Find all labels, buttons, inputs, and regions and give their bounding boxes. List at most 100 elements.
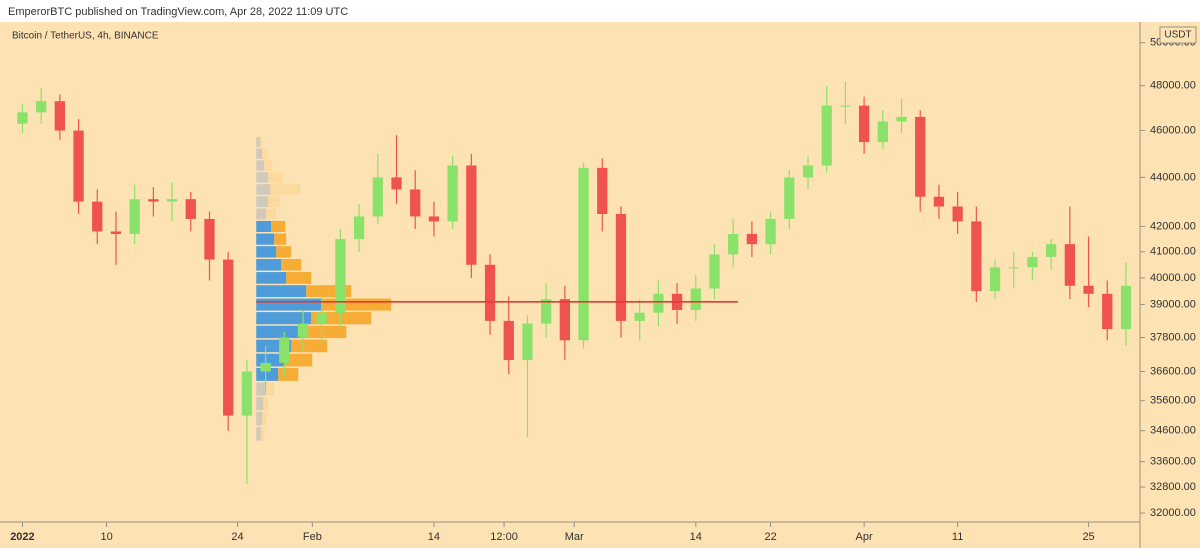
candle-body [297, 323, 309, 338]
candle-body [1008, 267, 1019, 269]
profile-up [256, 160, 265, 171]
candle-body [73, 130, 84, 202]
profile-down [276, 246, 292, 258]
profile-down [301, 325, 347, 339]
x-tick-label: 14 [428, 531, 440, 543]
candle-body [17, 112, 28, 124]
y-tick-label: 35600.00 [1150, 395, 1196, 407]
x-tick-label: 22 [764, 531, 776, 543]
profile-up [256, 172, 269, 183]
candle-body [989, 267, 1001, 292]
candle-body [802, 165, 814, 178]
candle-body [709, 254, 720, 289]
candle-body [241, 371, 253, 416]
profile-down [262, 148, 268, 159]
candle-body [166, 199, 178, 202]
candle-body [877, 121, 888, 143]
profile-up [256, 220, 272, 232]
candle-body [110, 231, 122, 234]
candle-body [952, 206, 963, 222]
candle-body [484, 264, 496, 321]
candle-body [690, 288, 701, 310]
candle-body [391, 177, 402, 190]
y-tick-label: 32000.00 [1150, 507, 1196, 519]
profile-down [264, 160, 273, 171]
profile-up [256, 325, 302, 339]
profile-up [256, 259, 282, 271]
profile-up [256, 285, 307, 298]
candle-body [204, 218, 215, 260]
profile-down [321, 298, 392, 311]
profile-down [266, 208, 277, 220]
x-tick-label: 11 [952, 531, 963, 543]
candle-body [185, 199, 196, 219]
candle-body [522, 323, 533, 361]
candle-body [784, 177, 795, 219]
profile-down [263, 397, 269, 411]
x-tick-label: Apr [856, 531, 873, 543]
candle-body [578, 167, 589, 341]
profile-down [281, 259, 302, 271]
profile-down [268, 172, 284, 183]
currency: USDT [1164, 30, 1191, 41]
profile-down [274, 233, 287, 245]
profile-up [256, 312, 312, 325]
profile-up [256, 184, 271, 195]
candle-body [541, 299, 552, 324]
profile-down [284, 353, 313, 367]
profile-down [261, 426, 265, 441]
candle-body [634, 312, 645, 321]
candle-body [1102, 293, 1113, 330]
candle-body [1083, 285, 1094, 294]
candle-body [129, 199, 140, 234]
header: EmperorBTC published on TradingView.com,… [8, 6, 348, 18]
x-tick-label: 24 [231, 531, 243, 543]
candle-body [260, 362, 271, 372]
candle-body [1064, 244, 1076, 286]
candle-body [728, 233, 739, 255]
candle-body [971, 221, 982, 292]
candle-body [447, 165, 458, 222]
candle-body [746, 233, 758, 245]
candle-body [615, 213, 627, 321]
candle-body [148, 199, 159, 202]
candle-body [653, 293, 664, 313]
profile-up [256, 272, 287, 284]
candle-body [92, 201, 103, 232]
x-tick-label: 12:00 [490, 531, 518, 543]
candle-body [36, 101, 47, 113]
candle-body [353, 216, 365, 240]
y-tick-label: 41000.00 [1150, 246, 1196, 258]
candle-body [821, 105, 832, 166]
candle-body [372, 177, 383, 217]
chart-bg [0, 22, 1200, 548]
candle-body [503, 320, 514, 361]
candle-body [1120, 285, 1132, 330]
profile-up [256, 208, 267, 220]
candle-body [1027, 256, 1038, 268]
candle-body [223, 259, 234, 416]
candle-body [765, 218, 776, 245]
y-tick-label: 34600.00 [1150, 425, 1196, 437]
profile-down [266, 382, 275, 396]
x-tick-label: 14 [690, 531, 702, 543]
profile-up [256, 196, 269, 208]
candle-body [840, 105, 851, 107]
currency-box [1159, 26, 1197, 44]
candle-body [933, 196, 945, 207]
candle-body [428, 216, 440, 222]
candle-body [279, 337, 290, 363]
candle-body [915, 116, 926, 197]
y-tick-label: 37800.00 [1150, 331, 1196, 343]
candle-body [316, 312, 327, 324]
profile-down [268, 196, 281, 208]
candle-body [335, 239, 346, 313]
candle-body [466, 165, 477, 265]
profile-down [270, 184, 301, 195]
y-tick-label: 42000.00 [1150, 220, 1196, 232]
profile-up [256, 382, 267, 396]
candle-body [896, 116, 907, 122]
candle-body [410, 189, 421, 217]
profile-up [256, 298, 322, 311]
profile-down [286, 272, 312, 284]
